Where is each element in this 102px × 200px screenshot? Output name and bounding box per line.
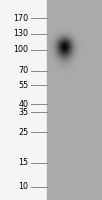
Text: 40: 40 [19, 100, 29, 109]
Text: 170: 170 [13, 14, 29, 23]
Text: 55: 55 [18, 81, 29, 90]
Text: 10: 10 [19, 182, 29, 191]
Text: 25: 25 [18, 128, 29, 137]
Text: 100: 100 [14, 45, 29, 54]
Text: 35: 35 [18, 108, 29, 117]
Bar [47, 0, 102, 200]
Text: 130: 130 [14, 29, 29, 38]
Text: 70: 70 [18, 66, 29, 75]
Text: 15: 15 [18, 158, 29, 167]
